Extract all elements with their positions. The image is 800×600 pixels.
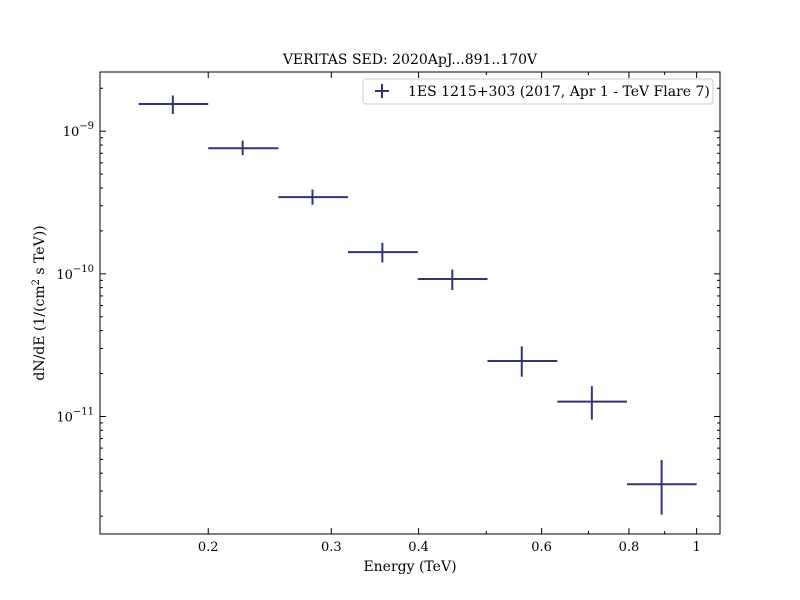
x-axis-label: Energy (TeV) [363,559,456,575]
y-tick-label: 10−10 [56,264,94,283]
data-series [138,95,697,515]
x-tick-label: 0.8 [619,540,640,555]
legend-label: 1ES 1215+303 (2017, Apr 1 - TeV Flare 7) [408,84,710,100]
data-point [627,460,697,515]
data-point [278,189,349,205]
data-point [557,386,628,420]
x-tick-label: 0.4 [408,540,429,555]
data-point [208,140,279,156]
legend: 1ES 1215+303 (2017, Apr 1 - TeV Flare 7) [362,78,714,105]
data-point [348,242,418,263]
y-tick-label: 10−11 [56,406,94,425]
data-point [138,95,209,114]
x-tick-label: 1 [693,540,701,555]
legend-box [362,78,714,105]
y-axis-label: dN/dE (1/(cm2 s TeV)) [31,225,48,380]
axis-ticks: 0.2 0.3 0.4 0.6 0.8 1 10−9 10−10 10−11 [56,72,720,555]
x-tick-label: 0.2 [198,540,219,555]
plot-frame [99,71,721,535]
x-tick-label: 0.3 [321,540,342,555]
chart-title: VERITAS SED: 2020ApJ...891..170V [282,52,538,68]
x-tick-label: 0.6 [531,540,552,555]
data-point [417,269,488,291]
data-point [487,346,558,377]
y-tick-label: 10−9 [63,121,94,140]
